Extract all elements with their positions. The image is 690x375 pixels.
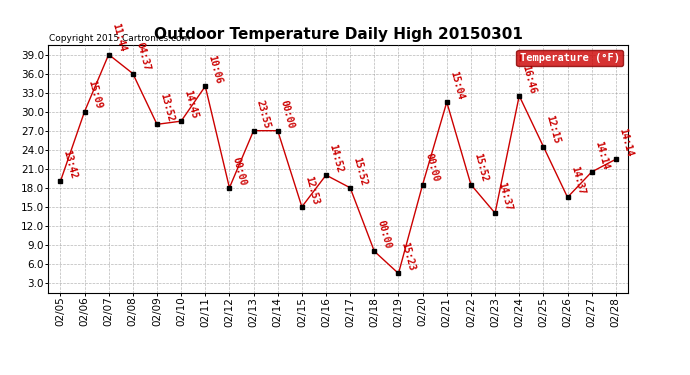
Text: 15:23: 15:23: [400, 241, 417, 272]
Text: 00:00: 00:00: [230, 156, 248, 186]
Title: Outdoor Temperature Daily High 20150301: Outdoor Temperature Daily High 20150301: [154, 27, 522, 42]
Text: 00:00: 00:00: [279, 99, 296, 129]
Text: 14:14: 14:14: [593, 140, 610, 171]
Text: 15:04: 15:04: [448, 70, 465, 101]
Text: 15:52: 15:52: [351, 156, 368, 186]
Text: 12:15: 12:15: [544, 114, 562, 145]
Text: 23:55: 23:55: [255, 99, 272, 129]
Text: 13:42: 13:42: [61, 149, 79, 180]
Text: 14:52: 14:52: [327, 143, 344, 174]
Text: 15:52: 15:52: [472, 152, 489, 183]
Text: 13:52: 13:52: [158, 92, 175, 123]
Legend: Temperature (°F): Temperature (°F): [516, 50, 622, 66]
Text: 00:00: 00:00: [424, 152, 441, 183]
Text: 12:53: 12:53: [303, 175, 320, 206]
Text: 00:00: 00:00: [375, 219, 393, 250]
Text: 10:06: 10:06: [206, 54, 224, 85]
Text: 04:37: 04:37: [134, 41, 151, 72]
Text: 14:14: 14:14: [617, 127, 634, 158]
Text: 14:37: 14:37: [569, 165, 586, 196]
Text: 14:37: 14:37: [496, 181, 513, 212]
Text: 11:44: 11:44: [110, 22, 127, 53]
Text: 15:09: 15:09: [86, 80, 103, 110]
Text: Copyright 2015 Cartronics.com: Copyright 2015 Cartronics.com: [49, 33, 190, 42]
Text: 16:46: 16:46: [520, 63, 538, 94]
Text: 14:45: 14:45: [182, 89, 199, 120]
